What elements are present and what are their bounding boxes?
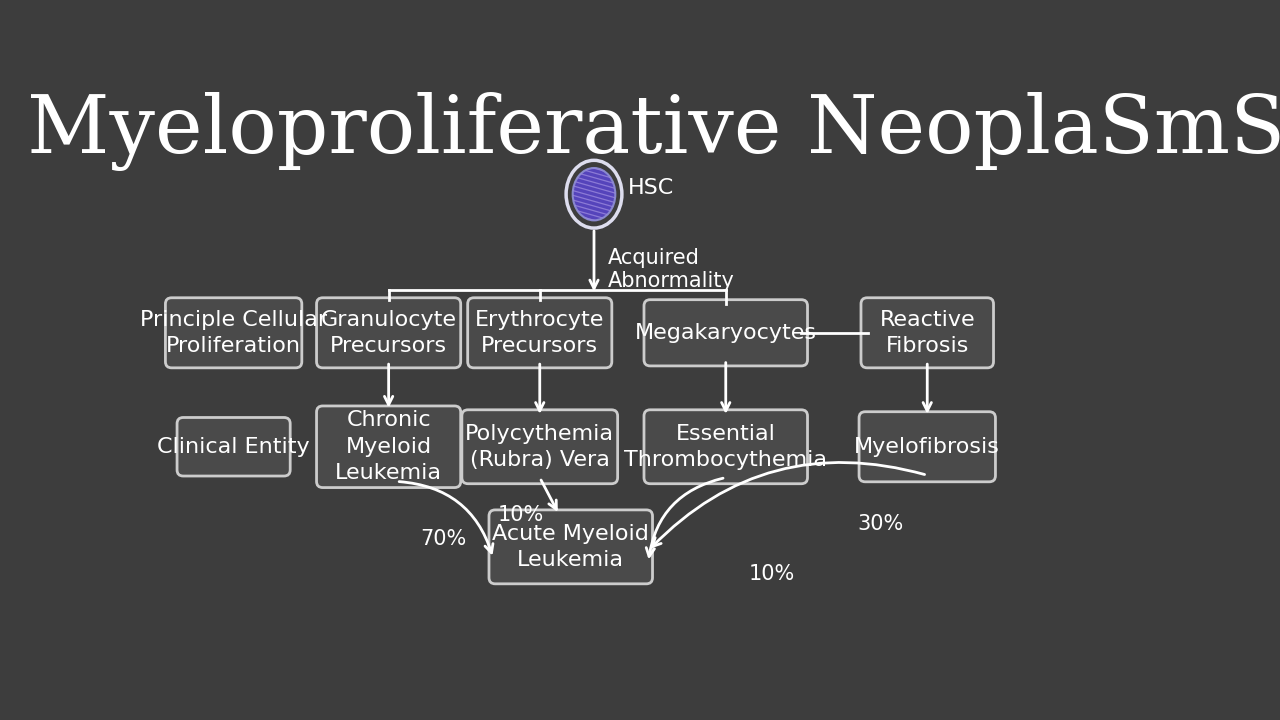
FancyBboxPatch shape	[644, 300, 808, 366]
FancyBboxPatch shape	[316, 406, 461, 487]
Ellipse shape	[572, 168, 616, 220]
Text: Acute Myeloid
Leukemia: Acute Myeloid Leukemia	[493, 523, 649, 570]
FancyBboxPatch shape	[467, 298, 612, 368]
FancyBboxPatch shape	[489, 510, 653, 584]
Text: 10%: 10%	[749, 564, 795, 584]
Text: Polycythemia
(Rubra) Vera: Polycythemia (Rubra) Vera	[465, 423, 614, 470]
Text: Megakaryocytes: Megakaryocytes	[635, 323, 817, 343]
FancyBboxPatch shape	[462, 410, 618, 484]
Text: Myeloproliferative NeoplaSmS: Myeloproliferative NeoplaSmS	[27, 91, 1280, 171]
Text: Reactive
Fibrosis: Reactive Fibrosis	[879, 310, 975, 356]
Text: Chronic
Myeloid
Leukemia: Chronic Myeloid Leukemia	[335, 410, 442, 483]
FancyBboxPatch shape	[316, 298, 461, 368]
Text: HSC: HSC	[628, 178, 675, 198]
Text: Clinical Entity: Clinical Entity	[157, 437, 310, 456]
Text: Myelofibrosis: Myelofibrosis	[854, 437, 1000, 456]
Text: Principle Cellular
Proliferation: Principle Cellular Proliferation	[140, 310, 328, 356]
Text: 10%: 10%	[497, 505, 544, 524]
Text: 30%: 30%	[858, 514, 904, 534]
Text: Acquired
Abnormality: Acquired Abnormality	[608, 248, 735, 292]
FancyBboxPatch shape	[859, 412, 996, 482]
FancyBboxPatch shape	[861, 298, 993, 368]
Text: Essential
Thrombocythemia: Essential Thrombocythemia	[625, 423, 827, 470]
Text: 70%: 70%	[420, 529, 466, 549]
FancyBboxPatch shape	[644, 410, 808, 484]
FancyBboxPatch shape	[177, 418, 291, 476]
Text: Granulocyte
Precursors: Granulocyte Precursors	[320, 310, 457, 356]
Text: Erythrocyte
Precursors: Erythrocyte Precursors	[475, 310, 604, 356]
FancyBboxPatch shape	[165, 298, 302, 368]
